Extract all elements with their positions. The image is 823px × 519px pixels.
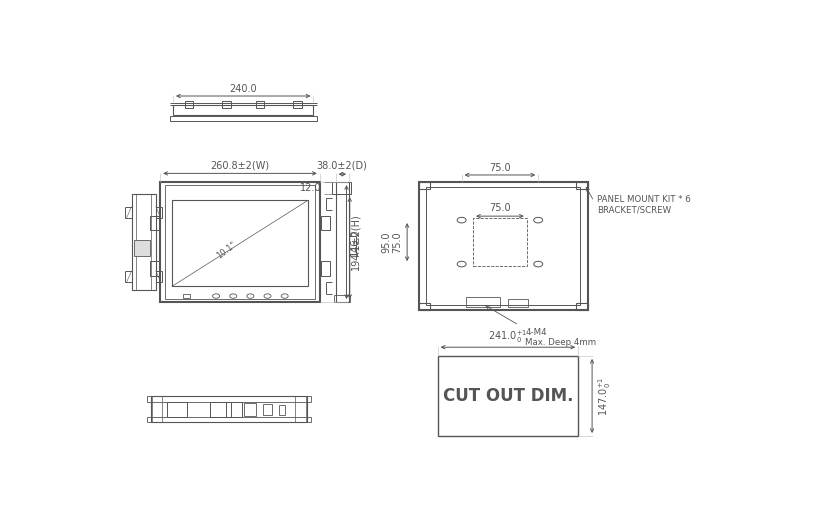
Text: 75.0: 75.0 — [393, 231, 402, 253]
Text: 10.1": 10.1" — [215, 240, 238, 261]
Text: 12.0: 12.0 — [300, 183, 322, 193]
Bar — [166, 402, 187, 417]
Bar — [466, 297, 500, 307]
Bar — [150, 216, 159, 230]
Bar — [146, 396, 311, 402]
Text: 194.1±2(H): 194.1±2(H) — [351, 214, 360, 270]
Bar — [183, 294, 190, 298]
Text: 38.0±2(D): 38.0±2(D) — [316, 161, 367, 171]
Bar — [137, 194, 151, 290]
Bar — [151, 396, 307, 422]
Bar — [576, 182, 588, 189]
Text: 241.0$^{+1}_{0}$: 241.0$^{+1}_{0}$ — [488, 328, 528, 345]
Bar — [321, 261, 330, 276]
Text: 240.0: 240.0 — [230, 84, 257, 94]
Bar — [419, 303, 430, 310]
Text: 75.0: 75.0 — [489, 203, 511, 213]
Bar — [263, 404, 272, 415]
Bar — [244, 403, 256, 416]
Bar — [146, 417, 311, 422]
Text: CUT OUT DIM.: CUT OUT DIM. — [443, 387, 573, 405]
Text: 146.0: 146.0 — [351, 228, 360, 256]
Bar — [332, 182, 351, 194]
Bar — [279, 405, 286, 415]
Bar — [438, 356, 578, 436]
Bar — [222, 101, 230, 108]
Bar — [295, 396, 305, 422]
Text: 75.0: 75.0 — [489, 162, 511, 173]
Bar — [293, 101, 302, 108]
Bar — [419, 182, 430, 189]
Bar — [419, 182, 588, 310]
Bar — [256, 101, 264, 108]
Bar — [321, 216, 330, 230]
Bar — [473, 218, 527, 266]
Bar — [150, 261, 159, 276]
Bar — [334, 295, 350, 302]
Bar — [349, 236, 356, 254]
Bar — [152, 396, 162, 422]
Bar — [132, 194, 156, 290]
Text: 4-M4
Max. Deep 4mm: 4-M4 Max. Deep 4mm — [525, 328, 597, 347]
Bar — [336, 182, 349, 302]
Bar — [508, 299, 528, 307]
Bar — [426, 187, 580, 305]
Text: PANEL MOUNT KIT * 6
BRACKET/SCREW: PANEL MOUNT KIT * 6 BRACKET/SCREW — [597, 196, 691, 215]
Bar — [210, 402, 230, 417]
Text: 260.8±2(W): 260.8±2(W) — [211, 161, 270, 171]
Bar — [184, 101, 193, 108]
Bar — [226, 402, 242, 417]
Text: 147.0$^{+1}_{0}$: 147.0$^{+1}_{0}$ — [596, 376, 612, 416]
Bar — [160, 182, 319, 302]
Bar — [172, 200, 309, 286]
Bar — [165, 185, 314, 299]
Bar — [170, 116, 317, 121]
Bar — [173, 105, 314, 115]
Bar — [576, 303, 588, 310]
Text: 95.0: 95.0 — [382, 231, 392, 253]
Bar — [134, 240, 150, 255]
